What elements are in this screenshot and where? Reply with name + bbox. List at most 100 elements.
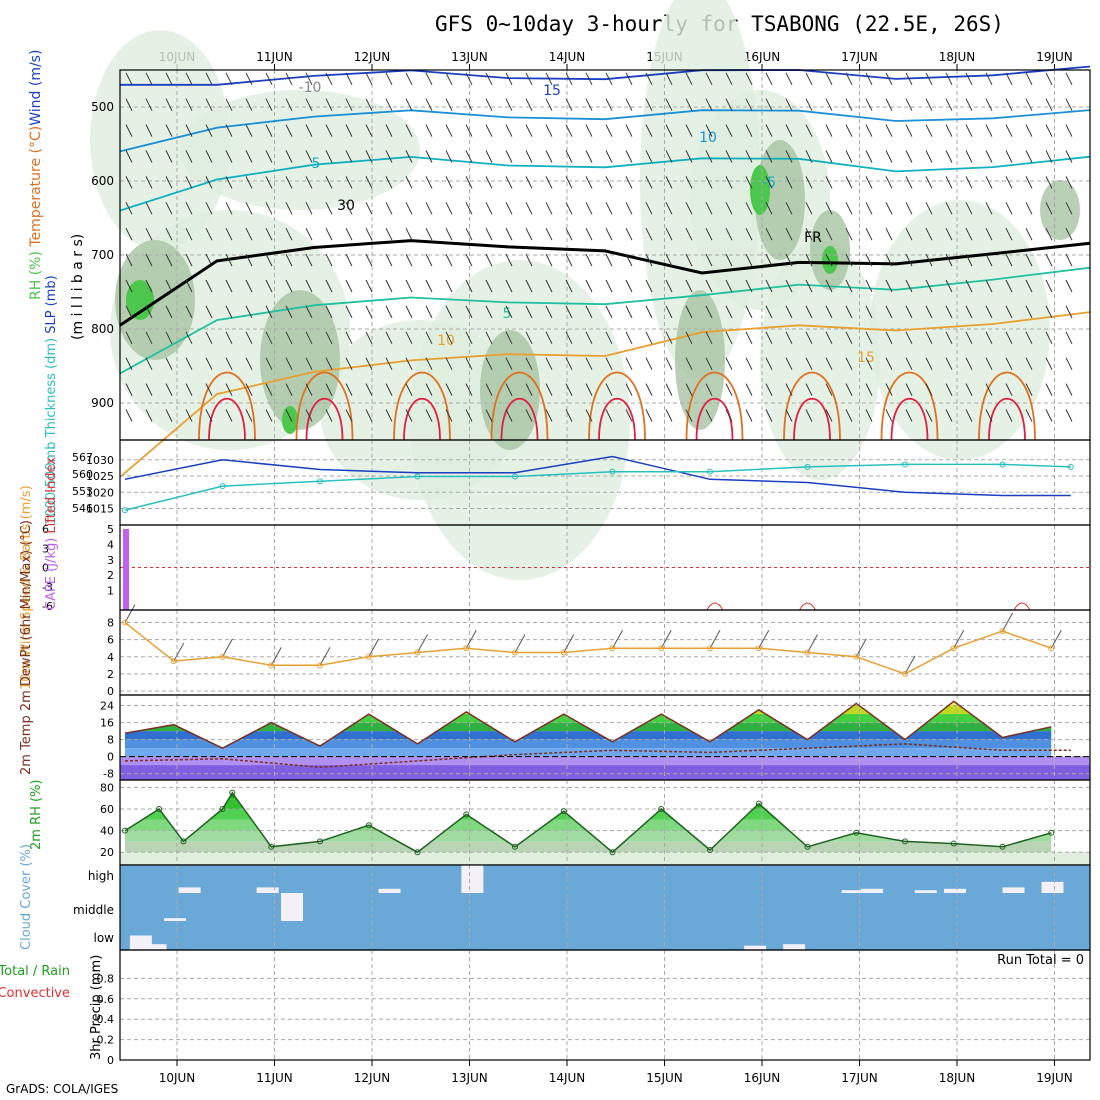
wind-barb <box>805 357 813 370</box>
wind-barb <box>225 176 233 189</box>
wind-barb <box>765 253 773 267</box>
wind-barb <box>945 227 953 241</box>
wind-barb <box>285 227 293 241</box>
temp-y-tick: 0 <box>107 751 114 764</box>
wind-barb <box>765 124 773 137</box>
wind-barb <box>925 279 933 293</box>
wind-barb <box>485 150 493 163</box>
wind-barb <box>125 409 133 422</box>
wind-barb <box>745 305 753 319</box>
cloud-y-tick: low <box>94 931 115 945</box>
wind-barb <box>665 305 673 319</box>
cape-label: CAPE (J/kg) <box>44 534 59 610</box>
x-tick-label-top: 17JUN <box>841 50 878 64</box>
wind-barb <box>785 279 793 293</box>
wind-barb-10m <box>173 642 185 662</box>
wind-barb <box>365 305 373 319</box>
wind-barb <box>905 98 913 111</box>
wind-barb <box>1025 253 1033 267</box>
wind-barb <box>925 331 933 345</box>
wind-barb <box>265 357 273 370</box>
wind-barb <box>885 202 893 215</box>
wind-barb <box>445 331 453 345</box>
wind-barb <box>665 279 673 293</box>
wind-barb <box>165 176 173 189</box>
wind-barb <box>485 383 493 396</box>
wind-barb <box>465 279 473 293</box>
wind-barb <box>705 253 713 267</box>
wind-barb <box>325 176 333 189</box>
wind-barb <box>965 227 973 241</box>
isotherm-hot-arc <box>500 398 539 441</box>
wind-barb <box>245 176 253 189</box>
cloud-background <box>120 865 1090 950</box>
wind-barb <box>165 72 173 86</box>
isotherm-line <box>119 155 1091 212</box>
rh-shading <box>760 240 880 480</box>
contour-label: 30 <box>337 198 355 214</box>
wind-barb <box>445 357 453 370</box>
wind-barb <box>965 409 973 422</box>
wind-barb <box>785 124 793 137</box>
wind-barb <box>425 150 433 163</box>
wind-barb <box>365 150 373 163</box>
wind-barb <box>745 357 753 370</box>
wind-barb <box>525 409 533 422</box>
cape-y-tick: 5 <box>107 523 114 536</box>
wind-speed-line-marker <box>268 662 275 669</box>
wind-barb <box>265 150 273 163</box>
wind-barb <box>765 383 773 396</box>
wind-barb <box>325 305 333 319</box>
wind-barb <box>465 305 473 319</box>
temp-band <box>125 739 1052 749</box>
wind-barb <box>245 124 253 137</box>
wind-barb <box>525 383 533 396</box>
rh-saturated <box>822 246 838 274</box>
wind-barb <box>685 331 693 345</box>
cape-ylabel-text: CAPE (J/kg) Lifted Index <box>44 457 59 610</box>
cloud-bar-high <box>178 887 201 893</box>
wind-barb <box>305 227 313 241</box>
wind-barb <box>325 72 333 86</box>
wind-barb <box>185 409 193 422</box>
wind-barb-10m <box>855 638 867 658</box>
x-tick-label-bottom: 19JUN <box>1036 1071 1073 1085</box>
wind-barb <box>245 305 253 319</box>
wind-barb <box>425 409 433 422</box>
temp-band <box>125 701 1052 706</box>
wind-barb <box>945 98 953 111</box>
wind-barb <box>265 305 273 319</box>
wind-barb <box>605 176 613 189</box>
wind-barb <box>145 176 153 189</box>
cloud-y-tick: high <box>88 869 114 883</box>
ylabel-rh: RH (%) <box>28 247 44 300</box>
wind-barb <box>245 331 253 345</box>
wind-barb <box>205 383 213 396</box>
wind-y-tick: 4 <box>107 651 114 664</box>
wind-barb <box>865 176 873 189</box>
wind-barb-10m <box>514 634 526 653</box>
wind-barb <box>565 72 573 86</box>
wind-barb <box>865 409 873 422</box>
wind-barb <box>785 202 793 215</box>
wind-barb <box>445 227 453 241</box>
wind-barb <box>305 150 313 163</box>
wind-barb <box>505 279 513 293</box>
wind-barb <box>365 176 373 189</box>
wind-barb <box>705 409 713 422</box>
rh-ylabel-text: 2m RH (%) <box>29 779 44 850</box>
thickness-line-marker <box>122 507 128 514</box>
wind-barb <box>205 331 213 345</box>
temp-band <box>125 748 1052 757</box>
wind-barb <box>985 253 993 267</box>
wind-barb <box>585 98 593 111</box>
wind-barb <box>965 98 973 111</box>
wind-barb <box>1045 176 1053 189</box>
wind-barb <box>505 150 513 163</box>
wind-barb <box>645 357 653 370</box>
wind-speed-line <box>124 622 1052 675</box>
wind-barb <box>865 98 873 111</box>
wind-barb <box>1065 305 1073 319</box>
wind-barb <box>225 383 233 396</box>
wind-barb <box>625 176 633 189</box>
